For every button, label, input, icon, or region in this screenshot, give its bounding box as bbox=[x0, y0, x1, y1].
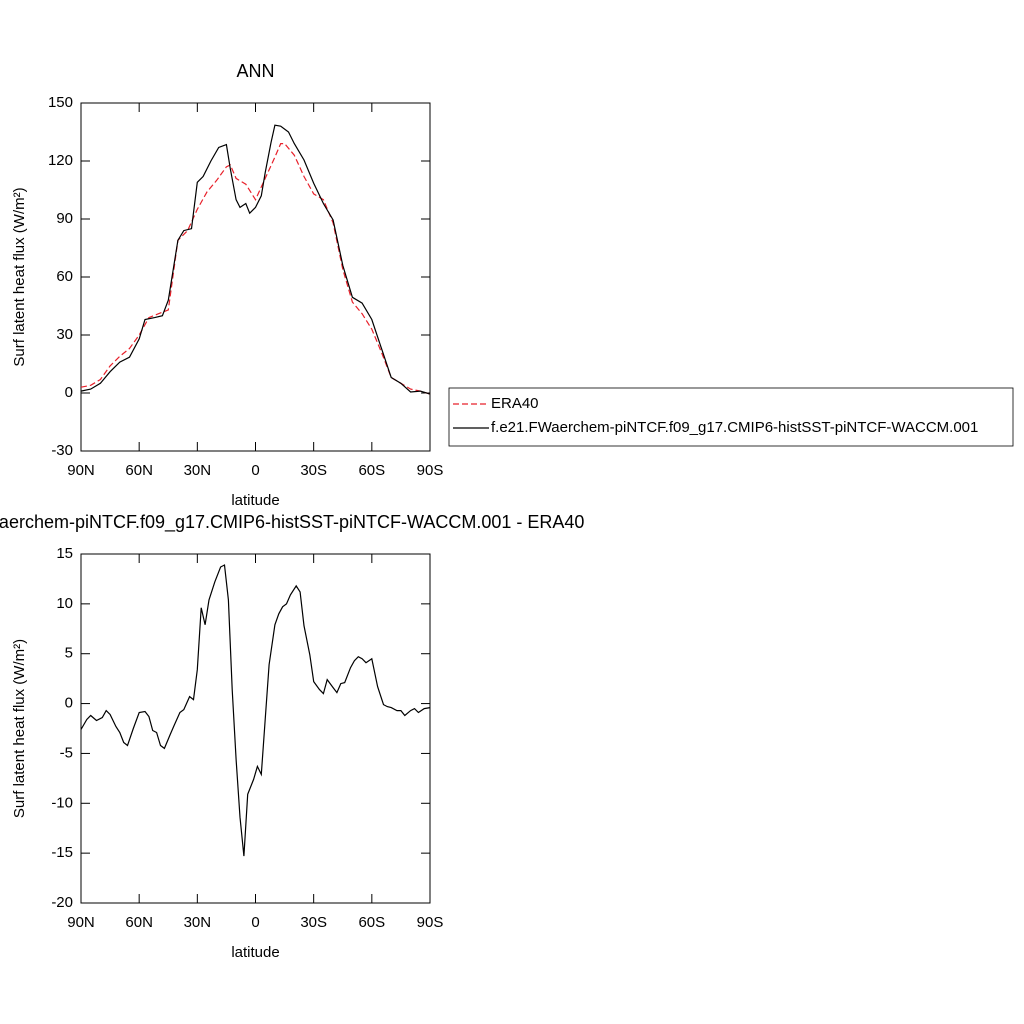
x-tick-label: 30N bbox=[184, 914, 212, 931]
x-tick-label: 30N bbox=[184, 462, 212, 479]
x-tick-label: 60N bbox=[125, 914, 153, 931]
y-axis-label: Surf latent heat flux (W/m²) bbox=[11, 639, 28, 818]
y-tick-label: 150 bbox=[48, 94, 73, 111]
x-tick-label: 90S bbox=[417, 914, 444, 931]
chart-title: ANN bbox=[236, 61, 274, 81]
x-tick-label: 90N bbox=[67, 914, 95, 931]
x-tick-label: 90S bbox=[417, 462, 444, 479]
y-tick-label: 60 bbox=[56, 268, 73, 285]
x-tick-label: 60S bbox=[358, 914, 385, 931]
y-tick-label: 5 bbox=[65, 645, 73, 662]
y-tick-label: -5 bbox=[60, 744, 73, 761]
y-tick-label: 10 bbox=[56, 595, 73, 612]
y-tick-label: -10 bbox=[51, 794, 73, 811]
data-line bbox=[80, 143, 431, 395]
legend-label: f.e21.FWaerchem-piNTCF.f09_g17.CMIP6-his… bbox=[491, 419, 978, 436]
chart-title: f.e21.FWaerchem-piNTCF.f09_g17.CMIP6-his… bbox=[0, 512, 584, 533]
y-tick-label: 120 bbox=[48, 152, 73, 169]
x-tick-label: 60S bbox=[358, 462, 385, 479]
x-axis-label: latitude bbox=[231, 944, 279, 961]
x-tick-label: 30S bbox=[300, 914, 327, 931]
y-tick-label: 30 bbox=[56, 326, 73, 343]
y-axis-label: Surf latent heat flux (W/m²) bbox=[11, 187, 28, 366]
data-line bbox=[80, 564, 431, 857]
y-tick-label: 0 bbox=[65, 695, 73, 712]
y-tick-label: 15 bbox=[56, 545, 73, 562]
y-tick-label: 0 bbox=[65, 384, 73, 401]
x-tick-label: 90N bbox=[67, 462, 95, 479]
plot-frame bbox=[80, 102, 431, 452]
legend-box bbox=[448, 387, 1014, 447]
x-tick-label: 0 bbox=[251, 914, 259, 931]
x-tick-label: 0 bbox=[251, 462, 259, 479]
y-tick-label: -30 bbox=[51, 442, 73, 459]
x-tick-label: 60N bbox=[125, 462, 153, 479]
y-tick-label: -15 bbox=[51, 844, 73, 861]
y-tick-label: 90 bbox=[56, 210, 73, 227]
data-line bbox=[80, 124, 431, 395]
x-tick-label: 30S bbox=[300, 462, 327, 479]
x-axis-label: latitude bbox=[231, 492, 279, 509]
y-tick-label: -20 bbox=[51, 894, 73, 911]
legend-label: ERA40 bbox=[491, 395, 539, 412]
